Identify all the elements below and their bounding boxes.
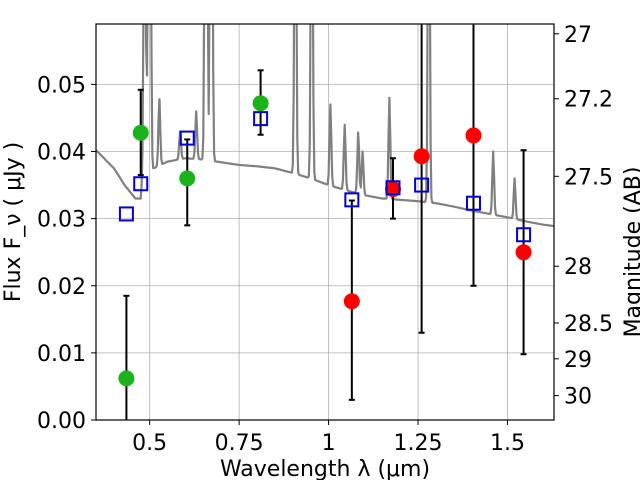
y-tick-label: 0.02: [37, 275, 86, 300]
red-data-point: [515, 244, 532, 261]
model-photometry-square: [414, 177, 430, 193]
y-tick-label: 0.03: [37, 208, 86, 233]
grid-lines: [96, 24, 554, 421]
model-photometry-square: [385, 180, 401, 196]
model-photometry-square: [118, 206, 134, 222]
right-tick-label: 27.2: [564, 88, 613, 113]
x-tick-label: 0.75: [215, 431, 264, 456]
x-tick-label: 1: [322, 431, 336, 456]
green-data-point: [118, 370, 135, 387]
right-tick-label: 30: [564, 385, 592, 410]
green-data-point: [179, 170, 196, 187]
model-photometry-square: [465, 195, 481, 211]
red-data-point: [343, 293, 360, 310]
x-tick-label: 1.25: [394, 431, 443, 456]
right-tick-label: 28: [564, 255, 592, 280]
y-tick-label: 0.04: [37, 141, 86, 166]
x-tick-label: 1.5: [490, 431, 525, 456]
y-tick-label: 0.00: [37, 409, 86, 434]
right-tick-label: 27.5: [564, 165, 613, 190]
model-spectrum-line: [96, 24, 554, 228]
red-data-point: [465, 127, 482, 144]
green-data-point: [132, 124, 149, 141]
right-tick-label: 29: [564, 348, 592, 373]
red-data-point: [384, 181, 401, 198]
green-data-point: [252, 95, 269, 112]
x-axis-label: Wavelength λ (μm): [220, 457, 430, 480]
plot-frame: [95, 23, 555, 421]
model-photometry-square: [179, 130, 195, 146]
right-tick-label: 27: [564, 23, 592, 48]
y-axis-label: Flux F_ν ( μJy ): [1, 142, 26, 302]
model-photometry-square: [133, 176, 149, 192]
model-photometry-square: [344, 192, 360, 208]
axes: 0.5 0.75 1 1.25 1.5 0.00 0.01 0.02 0.03 0.04 0.05 2…: [37, 23, 613, 456]
right-tick-label: 28.5: [564, 312, 613, 337]
right-axis-label: Magnitude (AB): [621, 167, 640, 338]
model-photometry-square: [516, 227, 532, 243]
y-tick-label: 0.05: [37, 73, 86, 98]
red-data-point: [413, 148, 430, 165]
plot-area: [96, 24, 554, 420]
y-tick-label: 0.01: [37, 342, 86, 367]
x-tick-label: 0.5: [132, 431, 167, 456]
model-photometry-square: [253, 111, 269, 127]
